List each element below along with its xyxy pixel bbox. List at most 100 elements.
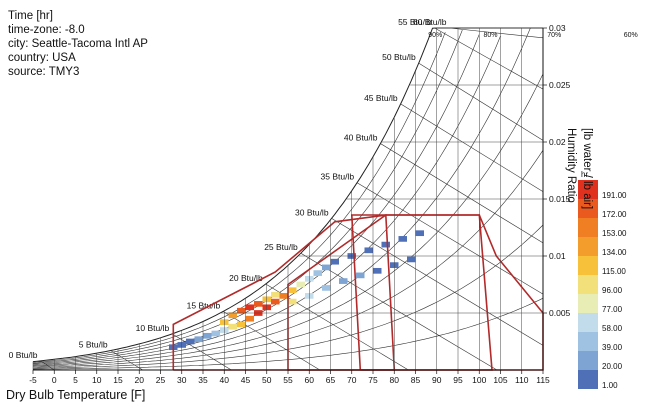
rh-label: 80% [484,32,498,39]
x-tick-label: 105 [493,375,507,385]
legend-swatch [578,237,598,256]
enthalpy-label: 35 Btu/lb [321,172,355,182]
comfort-polygon [172,214,396,371]
heatmap-cell [245,304,254,311]
heatmap-cell [407,256,416,263]
x-tick-label: 75 [368,375,378,385]
legend-swatch [578,218,598,237]
rh-label: 90% [428,32,442,39]
heatmap-cell [398,236,407,242]
heatmap-cell [415,230,424,237]
legend-label: 96.00 [602,286,623,295]
legend-swatch [578,313,598,332]
legend-label: 153.00 [602,229,627,238]
header-line: country: USA [8,52,76,64]
y-tick-label: 0.01 [549,251,566,261]
legend-swatch [578,199,598,218]
heatmap-cell [339,278,348,284]
enthalpy-label: 10 Btu/lb [136,323,170,333]
heatmap-cell [330,258,339,265]
rh-line [32,28,531,367]
legend-swatch [578,332,598,351]
x-tick-label: 50 [262,375,272,385]
enthalpy-line [300,252,498,371]
heatmap-cell [356,272,365,279]
x-tick-label: 110 [515,375,529,385]
enthalpy-label: 60 Btu/lb [413,17,447,27]
enthalpy-label: 15 Btu/lb [187,300,221,310]
x-tick-label: 85 [411,375,421,385]
axes: -5 0 5 10 15 20 25 30 35 40 45 50 55 60 65 70 75 80 85 90 95… [29,23,570,385]
legend-swatch [578,275,598,294]
enthalpy-lines: 0 Btu/lb 5 Btu/lb 10 Btu/lb 15 Btu/lb 20 Btu… [9,17,544,371]
y-axis-label-line: Humidity Ratio [565,128,577,203]
heatmap-cell [288,298,297,305]
x-tick-label: 70 [347,375,357,385]
enthalpy-line [331,218,544,346]
enthalpy-label: 30 Btu/lb [295,207,329,217]
enthalpy-line [223,311,321,371]
enthalpy-label: 20 Btu/lb [229,273,263,283]
x-tick-label: 100 [472,375,486,385]
x-tick-label: 10 [92,375,102,385]
heatmap-cell [186,338,195,345]
enthalpy-label: 25 Btu/lb [264,242,298,252]
x-tick-label: 90 [432,375,442,385]
legend-label: 58.00 [602,324,623,333]
enthalpy-line [356,182,544,295]
enthalpy-line [40,360,55,371]
heatmap-cell [322,285,331,291]
enthalpy-label: 0 Btu/lb [9,350,38,360]
y-tick-label: 0.02 [549,137,566,147]
heatmap-cell [237,321,246,328]
legend-label: 191.00 [602,191,627,200]
x-tick-label: 60 [305,375,315,385]
header-line: city: Seattle-Tacoma Intl AP [8,38,148,50]
y-tick-label: 0.015 [549,194,571,204]
rh-line [32,29,463,364]
header-line: source: TMY3 [8,66,80,78]
enthalpy-line [418,62,544,141]
enthalpy-label: 50 Btu/lb [382,52,416,62]
enthalpy-label: 55 Btu/lb [398,17,432,27]
heatmap-cell [279,293,288,299]
legend-swatch [578,256,598,275]
header-line: Time [hr] [8,10,53,22]
heatmap-cell [211,330,220,337]
x-tick-label: 45 [241,375,251,385]
enthalpy-line [265,283,409,371]
legend-label: 1.00 [602,381,618,390]
legend-label: 115.00 [602,267,626,276]
enthalpy-line [400,103,544,192]
x-tick-label: 115 [536,375,550,385]
legend-label: 172.00 [602,210,627,219]
legend-label: 39.00 [602,343,623,352]
enthalpy-line [110,350,143,371]
legend-swatch [578,370,598,389]
heatmap-cell [364,247,373,254]
comfort-polygons [172,214,544,371]
x-tick-label: 25 [156,375,166,385]
heatmap-cell [288,287,297,294]
legend-label: 77.00 [602,305,623,314]
enthalpy-label: 40 Btu/lb [344,133,378,143]
x-tick-label: 40 [220,375,230,385]
y-tick-label: 0.03 [549,23,566,33]
legend-swatch [578,294,598,313]
x-tick-label: 5 [73,375,78,385]
enthalpy-line [380,143,544,244]
enthalpy-label: 45 Btu/lb [364,93,398,103]
heatmap-cell [381,241,390,248]
heatmap-cell [245,315,254,322]
enthalpy-line [449,27,544,39]
header-line: time-zone: -8.0 [8,24,85,36]
heatmap-cell [228,312,237,319]
x-tick-label: 20 [135,375,145,385]
y-axis-label-line: [lb water / lb air] [581,128,593,210]
legend [578,180,598,389]
heatmap-cell [203,332,212,339]
heatmap-cell [228,323,237,330]
x-tick-label: 95 [453,375,463,385]
enthalpy-line [172,333,232,371]
